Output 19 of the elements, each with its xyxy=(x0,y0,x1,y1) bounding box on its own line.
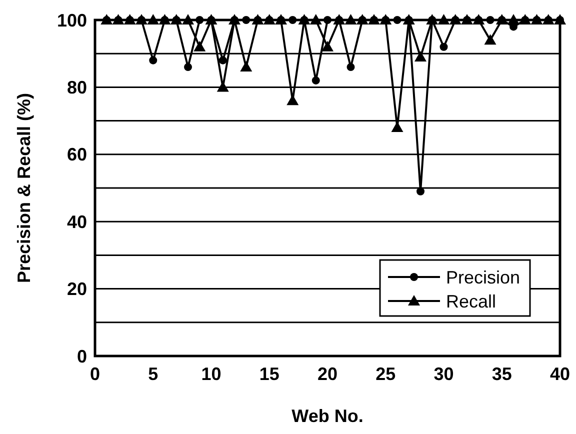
x-tick-label: 15 xyxy=(259,364,280,384)
x-tick-label: 25 xyxy=(376,364,396,384)
x-tick-label: 5 xyxy=(148,364,158,384)
y-tick-label: 80 xyxy=(66,78,87,98)
y-tick-label: 40 xyxy=(66,212,87,232)
y-tick-label: 60 xyxy=(66,144,87,165)
y-tick-label: 0 xyxy=(76,346,87,366)
legend-label: Recall xyxy=(446,291,496,312)
y-tick-label: 100 xyxy=(56,10,87,30)
y-axis-title: Precision & Recall (%) xyxy=(14,92,34,284)
x-tick-label: 0 xyxy=(90,364,100,384)
x-tick-label: 35 xyxy=(492,364,512,384)
x-tick-label: 20 xyxy=(317,364,338,384)
x-axis-title: Web No. xyxy=(292,406,364,426)
x-tick-label: 10 xyxy=(201,364,222,384)
legend-label: Precision xyxy=(446,267,520,288)
y-tick-label: 20 xyxy=(66,279,87,300)
x-tick-label: 40 xyxy=(550,364,570,384)
x-tick-label: 30 xyxy=(434,364,454,384)
